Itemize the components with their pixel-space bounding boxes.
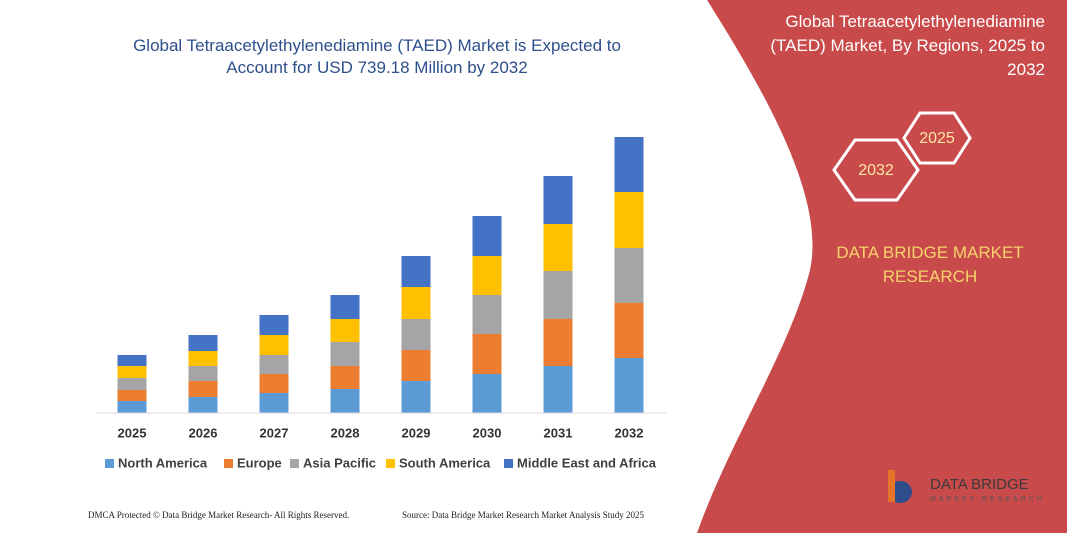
bar-segment [188, 351, 218, 366]
side-panel-bg [697, 0, 1067, 533]
bar-segment [543, 176, 573, 224]
brand: DATA BRIDGE MARKET RESEARCH [836, 243, 1024, 286]
logo-icon [880, 470, 925, 504]
x-tick-label: 2027 [260, 425, 289, 440]
legend-swatch [224, 459, 233, 468]
x-tick-label: 2030 [473, 425, 502, 440]
bar-segment [614, 248, 644, 303]
x-tick-label: 2026 [189, 425, 218, 440]
x-tick-label: 2029 [402, 425, 431, 440]
legend-label: North America [118, 455, 208, 470]
bar-segment [117, 390, 147, 401]
bar-segment [117, 378, 147, 390]
legend-label: Asia Pacific [303, 455, 376, 470]
legend-swatch [504, 459, 513, 468]
legend-swatch [386, 459, 395, 468]
x-tick-label: 2028 [331, 425, 360, 440]
bar-segment [401, 350, 431, 381]
x-tick-label: 2031 [544, 425, 573, 440]
bar-segment [614, 303, 644, 358]
chart-title: Global Tetraacetylethylenediamine (TAED)… [133, 36, 621, 77]
bar-segment [259, 335, 289, 355]
bar-segment [401, 319, 431, 350]
legend-swatch [105, 459, 114, 468]
bar-segment [472, 334, 502, 374]
bar-segment [614, 358, 644, 413]
bar-segment [117, 355, 147, 366]
bar-segment [330, 366, 360, 389]
bar-segment [330, 319, 360, 342]
bar-segment [543, 271, 573, 319]
bar-segment [401, 287, 431, 319]
bar-segment [330, 389, 360, 413]
bar-segment [188, 366, 218, 381]
bar-segment [330, 342, 360, 366]
legend-label: South America [399, 455, 491, 470]
hexagon-label: 2025 [919, 130, 955, 147]
legend-label: Europe [237, 455, 282, 470]
logo-name: DATA BRIDGE [930, 476, 1029, 493]
hexagon [832, 138, 920, 202]
bar-segment [188, 397, 218, 413]
side-title: Global Tetraacetylethylenediamine (TAED)… [770, 12, 1045, 79]
bar-segment [117, 366, 147, 378]
footer-left: DMCA Protected © Data Bridge Market Rese… [88, 510, 349, 520]
bar-segment [259, 393, 289, 413]
bar-segment [472, 374, 502, 413]
bar-segment [472, 295, 502, 334]
bar-segment [543, 366, 573, 413]
bar-segment [259, 374, 289, 393]
hexagon-label: 2032 [858, 162, 894, 179]
bar-segment [472, 216, 502, 256]
bar-segment [614, 192, 644, 248]
bar-segment [401, 381, 431, 413]
hexagon [902, 111, 972, 165]
bar-segment [472, 256, 502, 295]
legend-label: Middle East and Africa [517, 455, 657, 470]
bar-segment [259, 355, 289, 374]
bar-segment [543, 319, 573, 366]
bar-segment [117, 401, 147, 413]
bar-segment [401, 256, 431, 287]
x-tick-label: 2025 [118, 425, 147, 440]
bar-segment [259, 315, 289, 335]
footer-right: Source: Data Bridge Market Research Mark… [402, 510, 644, 520]
x-tick-label: 2032 [615, 425, 644, 440]
bar-segment [188, 335, 218, 351]
bar-segment [543, 224, 573, 271]
bar-segment [614, 137, 644, 192]
legend-swatch [290, 459, 299, 468]
bar-segment [330, 295, 360, 319]
bar-segment [188, 381, 218, 397]
logo-tagline: MARKET RESEARCH [930, 496, 1045, 503]
